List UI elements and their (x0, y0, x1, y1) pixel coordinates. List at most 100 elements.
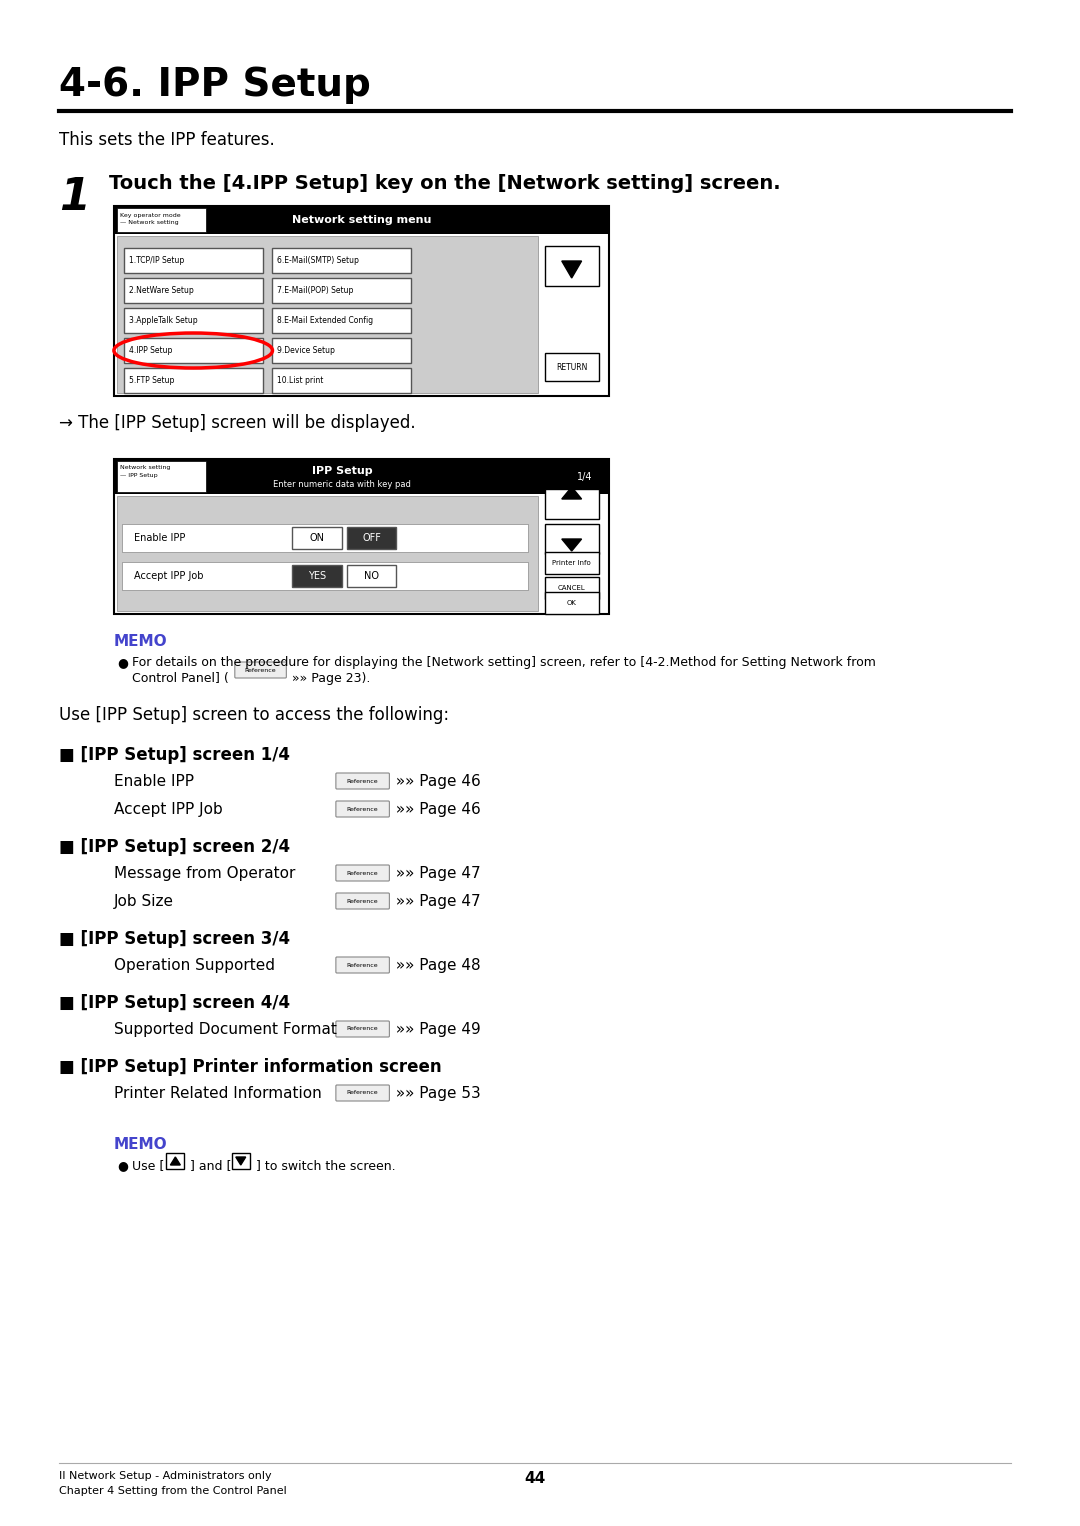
FancyBboxPatch shape (114, 459, 609, 494)
Text: ●: ● (117, 656, 127, 668)
Text: Enter numeric data with key pad: Enter numeric data with key pad (273, 479, 410, 488)
Text: Enable IPP: Enable IPP (114, 774, 194, 789)
Text: Accept IPP Job: Accept IPP Job (114, 803, 222, 816)
FancyBboxPatch shape (117, 461, 206, 491)
FancyBboxPatch shape (124, 249, 262, 273)
Text: Reference: Reference (347, 1091, 378, 1096)
Text: Use [IPP Setup] screen to access the following:: Use [IPP Setup] screen to access the fol… (59, 707, 449, 723)
FancyBboxPatch shape (336, 893, 390, 909)
Text: Accept IPP Job: Accept IPP Job (134, 571, 203, 581)
FancyBboxPatch shape (545, 353, 599, 382)
Text: Key operator mode: Key operator mode (120, 214, 180, 218)
Polygon shape (562, 539, 582, 551)
Text: For details on the procedure for displaying the [Network setting] screen, refer : For details on the procedure for display… (132, 656, 876, 668)
Text: »» Page 46: »» Page 46 (391, 803, 481, 816)
Text: ■ [IPP Setup] Printer information screen: ■ [IPP Setup] Printer information screen (59, 1058, 442, 1076)
FancyBboxPatch shape (545, 552, 599, 574)
Text: 5.FTP Setup: 5.FTP Setup (129, 375, 174, 385)
FancyBboxPatch shape (124, 337, 262, 363)
Text: Supported Document Format: Supported Document Format (114, 1022, 337, 1038)
Text: ■ [IPP Setup] screen 4/4: ■ [IPP Setup] screen 4/4 (59, 993, 291, 1012)
Text: Printer Info: Printer Info (552, 560, 591, 566)
FancyBboxPatch shape (114, 206, 609, 397)
Text: Network setting: Network setting (120, 465, 171, 470)
Text: 6.E-Mail(SMTP) Setup: 6.E-Mail(SMTP) Setup (278, 256, 360, 266)
FancyBboxPatch shape (336, 957, 390, 974)
Text: 2.NetWare Setup: 2.NetWare Setup (129, 285, 193, 295)
Text: »» Page 23).: »» Page 23). (288, 671, 370, 685)
Text: ] and [: ] and [ (186, 1160, 232, 1172)
Text: 44: 44 (525, 1471, 545, 1486)
Text: → The [IPP Setup] screen will be displayed.: → The [IPP Setup] screen will be display… (59, 414, 416, 432)
Text: »» Page 47: »» Page 47 (391, 894, 481, 909)
FancyBboxPatch shape (124, 368, 262, 394)
FancyBboxPatch shape (272, 308, 411, 333)
Text: Reference: Reference (347, 963, 378, 967)
FancyBboxPatch shape (545, 246, 599, 285)
FancyBboxPatch shape (293, 526, 342, 549)
Text: — Network setting: — Network setting (120, 220, 178, 224)
Text: II Network Setup - Administrators only: II Network Setup - Administrators only (59, 1471, 272, 1482)
Text: Printer Related Information: Printer Related Information (114, 1087, 322, 1100)
FancyBboxPatch shape (347, 565, 396, 588)
FancyBboxPatch shape (336, 865, 390, 881)
FancyBboxPatch shape (122, 562, 528, 591)
FancyBboxPatch shape (545, 488, 599, 519)
Text: ●: ● (117, 1160, 127, 1172)
FancyBboxPatch shape (293, 565, 342, 588)
FancyBboxPatch shape (232, 1154, 249, 1169)
Text: Reference: Reference (347, 899, 378, 903)
Text: ■ [IPP Setup] screen 2/4: ■ [IPP Setup] screen 2/4 (59, 838, 291, 856)
Text: Touch the [4.IPP Setup] key on the [Network setting] screen.: Touch the [4.IPP Setup] key on the [Netw… (109, 174, 781, 192)
FancyBboxPatch shape (124, 308, 262, 333)
Text: Use [: Use [ (132, 1160, 164, 1172)
Text: »» Page 46: »» Page 46 (391, 774, 481, 789)
Text: Message from Operator: Message from Operator (114, 865, 295, 881)
Text: MEMO: MEMO (114, 1137, 167, 1152)
FancyBboxPatch shape (272, 249, 411, 273)
Text: 4-6. IPP Setup: 4-6. IPP Setup (59, 66, 372, 104)
Text: MEMO: MEMO (114, 633, 167, 649)
Text: ON: ON (310, 533, 325, 543)
Polygon shape (235, 1157, 246, 1164)
FancyBboxPatch shape (272, 278, 411, 304)
FancyBboxPatch shape (122, 523, 528, 552)
Text: This sets the IPP features.: This sets the IPP features. (59, 131, 275, 150)
Polygon shape (562, 261, 582, 278)
Text: Job Size: Job Size (114, 894, 174, 909)
Text: Chapter 4 Setting from the Control Panel: Chapter 4 Setting from the Control Panel (59, 1486, 287, 1495)
Text: Network setting menu: Network setting menu (292, 215, 431, 224)
Text: YES: YES (308, 571, 326, 581)
Text: — IPP Setup: — IPP Setup (120, 473, 158, 478)
Text: OK: OK (567, 600, 577, 606)
FancyBboxPatch shape (336, 774, 390, 789)
Text: Control Panel] (: Control Panel] ( (132, 671, 229, 685)
Text: 1: 1 (59, 175, 91, 220)
Text: IPP Setup: IPP Setup (311, 465, 373, 476)
Text: 10.List print: 10.List print (278, 375, 324, 385)
FancyBboxPatch shape (117, 208, 206, 232)
Text: CANCEL: CANCEL (557, 584, 585, 591)
FancyBboxPatch shape (545, 577, 599, 600)
Text: ■ [IPP Setup] screen 3/4: ■ [IPP Setup] screen 3/4 (59, 929, 291, 948)
FancyBboxPatch shape (234, 662, 286, 678)
Text: ] to switch the screen.: ] to switch the screen. (252, 1160, 395, 1172)
FancyBboxPatch shape (336, 801, 390, 816)
FancyBboxPatch shape (336, 1021, 390, 1038)
Text: »» Page 49: »» Page 49 (391, 1022, 481, 1038)
Text: »» Page 47: »» Page 47 (391, 865, 481, 881)
FancyBboxPatch shape (114, 206, 609, 233)
FancyBboxPatch shape (545, 523, 599, 554)
Text: OFF: OFF (362, 533, 381, 543)
Text: Enable IPP: Enable IPP (134, 533, 185, 543)
Text: ■ [IPP Setup] screen 1/4: ■ [IPP Setup] screen 1/4 (59, 746, 291, 765)
Text: 7.E-Mail(POP) Setup: 7.E-Mail(POP) Setup (278, 285, 354, 295)
Polygon shape (171, 1157, 180, 1164)
Text: RETURN: RETURN (556, 363, 588, 371)
FancyBboxPatch shape (117, 496, 538, 610)
Text: 8.E-Mail Extended Config: 8.E-Mail Extended Config (278, 316, 374, 325)
Text: 1/4: 1/4 (577, 472, 592, 482)
FancyBboxPatch shape (117, 237, 538, 394)
Text: 9.Device Setup: 9.Device Setup (278, 346, 335, 356)
Text: Reference: Reference (347, 1027, 378, 1032)
